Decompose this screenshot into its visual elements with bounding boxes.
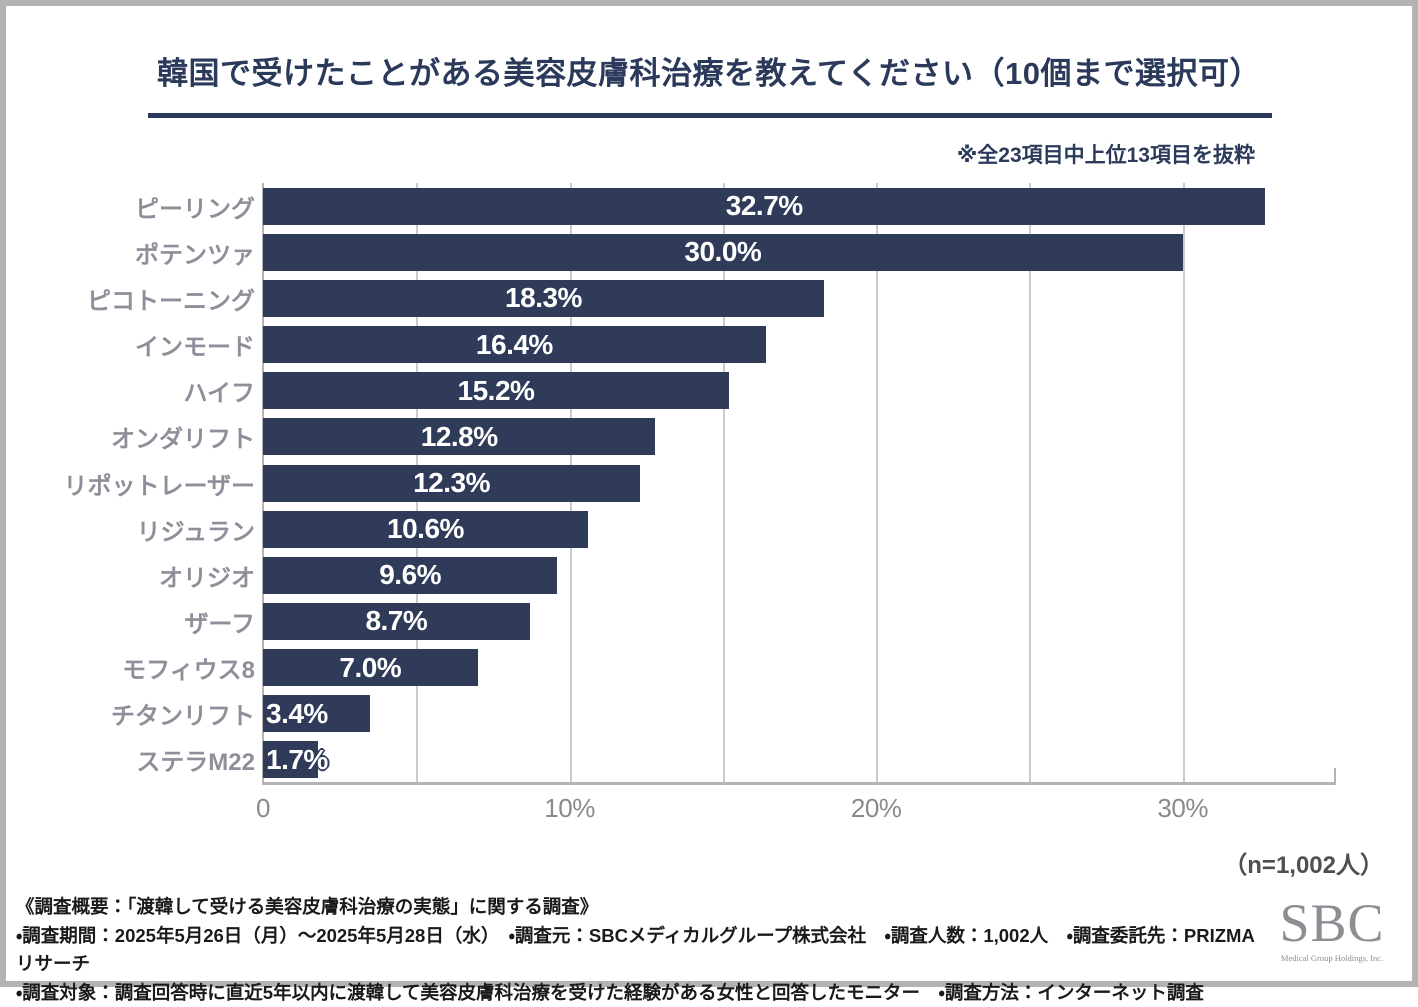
category-label: ハイフ bbox=[14, 368, 255, 414]
bar-row: 9.6% bbox=[263, 552, 1336, 598]
sample-size-label: （n=1,002人） bbox=[1223, 845, 1384, 880]
bar-row: 3.4% bbox=[263, 691, 1336, 737]
bar: 15.2% bbox=[263, 372, 729, 409]
bar-value-label: 1.7% bbox=[266, 746, 328, 774]
category-label: オリジオ bbox=[14, 552, 255, 598]
bar-value-label: 16.4% bbox=[476, 331, 553, 359]
chart-title: 韓国で受けたことがある美容皮膚科治療を教えてください（10個まで選択可） bbox=[0, 48, 1418, 93]
bar-value-label: 3.4% bbox=[266, 700, 328, 728]
survey-overview-line2: ・調査期間：2025年5月26日（月）～2025年5月28日（水） ・調査元：S… bbox=[16, 922, 1266, 979]
bar-value-label: 12.8% bbox=[421, 423, 498, 451]
survey-overview: 《調査概要：「渡韓して受ける美容皮膚科治療の実態」に関する調査》 ・調査期間：2… bbox=[16, 893, 1266, 1007]
category-label: モフィウス8 bbox=[14, 645, 255, 691]
category-label: チタンリフト bbox=[14, 691, 255, 737]
bar-value-label: 15.2% bbox=[458, 377, 535, 405]
survey-overview-line1: 《調査概要：「渡韓して受ける美容皮膚科治療の実態」に関する調査》 bbox=[16, 893, 1266, 922]
bar-value-label: 30.0% bbox=[684, 238, 761, 266]
bar-row: 30.0% bbox=[263, 229, 1336, 275]
bar-value-label: 10.6% bbox=[387, 515, 464, 543]
category-label: インモード bbox=[14, 321, 255, 367]
bar: 10.6% bbox=[263, 511, 588, 548]
bar: 9.6% bbox=[263, 557, 557, 594]
category-label: ポテンツァ bbox=[14, 229, 255, 275]
bar-value-label: 9.6% bbox=[379, 561, 441, 589]
x-axis-line bbox=[262, 782, 1336, 785]
bar-row: 18.3% bbox=[263, 275, 1336, 321]
sbc-logo: SBC Medical Group Holdings, Inc. bbox=[1262, 896, 1402, 963]
bar-row: 12.8% bbox=[263, 414, 1336, 460]
bar-value-label: 32.7% bbox=[726, 192, 803, 220]
bar-row: 10.6% bbox=[263, 506, 1336, 552]
bar-row: 32.7% bbox=[263, 183, 1336, 229]
bar-row: 15.2% bbox=[263, 368, 1336, 414]
bar-row: 8.7% bbox=[263, 598, 1336, 644]
bar: 7.0% bbox=[263, 649, 478, 686]
excerpt-note: ※全23項目中上位13項目を抜粋 bbox=[0, 139, 1255, 169]
sbc-logo-subtext: Medical Group Holdings, Inc. bbox=[1262, 953, 1402, 963]
bar-value-label: 12.3% bbox=[413, 469, 490, 497]
bar-row: 1.7% bbox=[263, 737, 1336, 783]
bar: 12.8% bbox=[263, 418, 655, 455]
bar: 12.3% bbox=[263, 465, 640, 502]
x-axis-tick-label: 30% bbox=[1157, 793, 1208, 824]
category-label: オンダリフト bbox=[14, 414, 255, 460]
x-axis-end-tick bbox=[1334, 768, 1336, 783]
x-axis-tick-label: 0 bbox=[256, 793, 270, 824]
survey-overview-line3: ・調査対象：調査回答時に直近5年以内に渡韓して美容皮膚科治療を受けた経験がある女… bbox=[16, 979, 1266, 1007]
category-label: ピーリング bbox=[14, 183, 255, 229]
bar: 16.4% bbox=[263, 326, 766, 363]
x-axis-tick-label: 10% bbox=[544, 793, 595, 824]
category-label: ピコトーニング bbox=[14, 275, 255, 321]
bar: 18.3% bbox=[263, 280, 824, 317]
category-label: ステラM22 bbox=[14, 737, 255, 783]
bar-value-label: 18.3% bbox=[505, 284, 582, 312]
bar: 8.7% bbox=[263, 603, 530, 640]
bar-rows: 32.7% 30.0% 18.3% 16.4% 15.2% 12.8% 12.3% 10.6%… bbox=[263, 183, 1336, 783]
bar-row: 12.3% bbox=[263, 460, 1336, 506]
category-label: リポットレーザー bbox=[14, 460, 255, 506]
category-label: ザーフ bbox=[14, 598, 255, 644]
sbc-logo-text: SBC bbox=[1262, 896, 1402, 950]
bar-value-label: 7.0% bbox=[339, 654, 401, 682]
title-underline bbox=[148, 113, 1272, 118]
bar-row: 7.0% bbox=[263, 645, 1336, 691]
category-label: リジュラン bbox=[14, 506, 255, 552]
bar-value-label: 8.7% bbox=[365, 607, 427, 635]
bar: 3.4% bbox=[263, 695, 370, 732]
category-axis-labels: ピーリングポテンツァピコトーニングインモードハイフオンダリフトリポットレーザーリ… bbox=[14, 183, 255, 783]
bar: 32.7% bbox=[263, 188, 1265, 225]
bar-chart-plot-area: 32.7% 30.0% 18.3% 16.4% 15.2% 12.8% 12.3% 10.6%… bbox=[263, 183, 1336, 783]
bar: 1.7% bbox=[263, 741, 318, 778]
bar-row: 16.4% bbox=[263, 321, 1336, 367]
x-axis-tick-label: 20% bbox=[851, 793, 902, 824]
bar: 30.0% bbox=[263, 234, 1183, 271]
